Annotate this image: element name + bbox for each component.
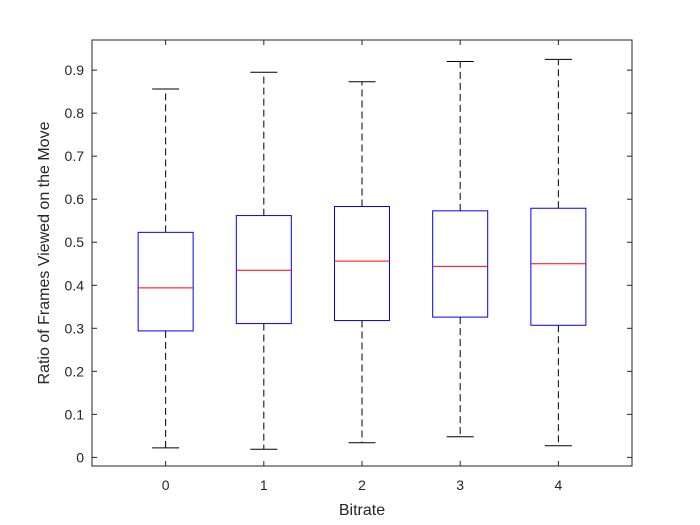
y-axis-ticks: 0 0.1 0.2 0.3 0.4 0.5 0.6 0.7 0.8 0.9 [65, 62, 632, 465]
y-tick-label: 0.7 [65, 148, 85, 164]
x-tick-label: 0 [162, 477, 170, 493]
y-tick-label: 0.5 [65, 234, 85, 250]
x-tick-label: 1 [260, 477, 268, 493]
box-group [137, 88, 194, 449]
y-tick-label: 0.9 [65, 62, 85, 78]
y-tick-label: 0.2 [65, 363, 85, 379]
y-tick-label: 0.6 [65, 191, 85, 207]
x-tick-label: 3 [456, 477, 464, 493]
box-group [334, 81, 390, 444]
y-tick-label: 0 [76, 449, 84, 465]
boxes-layer [137, 58, 587, 450]
plot-area [91, 39, 633, 467]
x-axis-ticks: 0 1 2 3 4 [162, 40, 562, 493]
y-axis-label: Ratio of Frames Viewed on the Move [36, 121, 53, 384]
iqr-box [530, 207, 587, 326]
y-tick-label: 0.3 [65, 320, 85, 336]
iqr-box [432, 210, 489, 318]
x-tick-label: 4 [554, 477, 562, 493]
iqr-box [235, 215, 292, 325]
y-tick-label: 0.4 [65, 277, 85, 293]
box-group [235, 71, 292, 450]
y-tick-label: 0.1 [65, 406, 85, 422]
y-tick-label: 0.8 [65, 105, 85, 121]
iqr-box [334, 206, 390, 322]
x-tick-label: 2 [358, 477, 366, 493]
box-group [432, 61, 489, 438]
x-axis-label: Bitrate [339, 502, 385, 519]
iqr-box [137, 231, 194, 332]
box-group [530, 58, 587, 447]
